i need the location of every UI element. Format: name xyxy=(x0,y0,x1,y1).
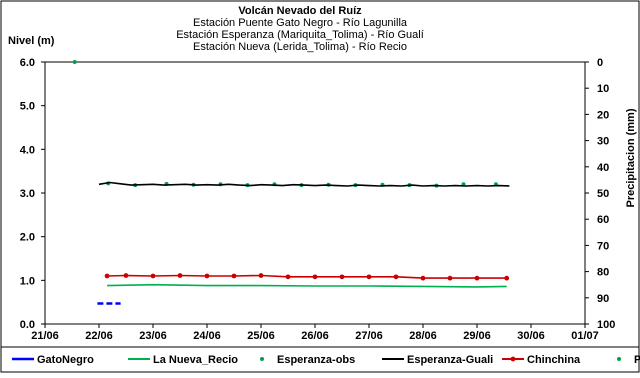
y2-tick-label: 0 xyxy=(597,57,603,69)
y2-axis-label: Precipitacion (mm) xyxy=(625,108,637,207)
x-tick-label: 01/07 xyxy=(571,330,599,342)
series-point-chinchina xyxy=(393,274,399,280)
x-tick-label: 28/06 xyxy=(409,330,437,342)
series-point-chinchina xyxy=(104,273,110,279)
y2-tick-label: 90 xyxy=(597,293,609,305)
series-point-chinchina xyxy=(231,273,237,279)
x-tick-label: 22/06 xyxy=(85,330,113,342)
chart-title-line-4: Estación Nueva (Lerida_Tolima) - Río Rec… xyxy=(193,41,407,53)
x-tick-label: 27/06 xyxy=(355,330,383,342)
y2-tick-label: 70 xyxy=(597,240,609,252)
y2-tick-label: 40 xyxy=(597,162,609,174)
y-tick-label: 0.0 xyxy=(20,319,35,331)
series-layer xyxy=(72,60,510,305)
chart-title: Volcán Nevado del Ruíz Estación Puente G… xyxy=(176,5,424,53)
series-point-chinchina xyxy=(150,273,156,279)
x-tick-label: 29/06 xyxy=(463,330,491,342)
x-tick-label: 25/06 xyxy=(247,330,275,342)
chart-title-line-3: Estación Esperanza (Mariquita_Tolima) - … xyxy=(176,29,424,41)
series-point-chinchina xyxy=(285,274,291,280)
legend-label-esperanza-obs: Esperanza-obs xyxy=(277,354,355,366)
y-tick-label: 6.0 xyxy=(20,57,35,69)
y2-axis-ticks: 0 10 20 30 40 50 60 70 80 90 100 xyxy=(585,57,615,331)
y-tick-label: 5.0 xyxy=(20,101,35,113)
series-line-la-nueva-recio xyxy=(107,283,507,288)
y2-tick-label: 60 xyxy=(597,214,609,226)
y2-tick-label: 50 xyxy=(597,188,609,200)
series-point-chinchina xyxy=(474,275,480,281)
y2-tick-label: 10 xyxy=(597,83,609,95)
y-tick-label: 1.0 xyxy=(20,275,35,287)
legend-label-p: P xyxy=(634,354,640,366)
x-tick-label: 21/06 xyxy=(31,330,59,342)
y2-tick-label: 100 xyxy=(597,319,615,331)
series-line-esperanza-guali xyxy=(98,181,510,187)
series-line-chinchina xyxy=(107,274,507,279)
series-point-chinchina xyxy=(177,273,183,278)
y2-tick-label: 80 xyxy=(597,267,609,279)
y-axis-ticks: 0.0 1.0 2.0 3.0 4.0 5.0 6.0 xyxy=(20,57,45,331)
y2-tick-label: 20 xyxy=(597,109,609,121)
legend-label-esperanza-guali: Esperanza-Guali xyxy=(407,354,493,366)
series-point-chinchina xyxy=(339,274,345,280)
legend-swatch-p xyxy=(617,357,621,361)
chart-title-line-2: Estación Puente Gato Negro - Río Lagunil… xyxy=(193,17,408,29)
series-point-chinchina xyxy=(420,275,426,281)
x-tick-label: 26/06 xyxy=(301,330,329,342)
series-point-p xyxy=(72,60,77,64)
x-tick-label: 23/06 xyxy=(139,330,167,342)
x-tick-label: 24/06 xyxy=(193,330,221,342)
x-tick-label: 30/06 xyxy=(517,330,545,342)
legend-label-la-nueva-recio: La Nueva_Recio xyxy=(153,354,238,366)
series-point-chinchina xyxy=(312,274,318,280)
legend-label-chinchina: Chinchina xyxy=(527,354,581,366)
series-point-chinchina xyxy=(366,274,372,280)
y-tick-label: 3.0 xyxy=(20,188,35,200)
series-point-chinchina xyxy=(447,275,453,281)
plot-area xyxy=(44,61,586,325)
series-point-chinchina xyxy=(123,273,129,278)
y-tick-label: 2.0 xyxy=(20,232,35,244)
legend-label-gatonegro: GatoNegro xyxy=(37,354,94,366)
series-point-chinchina xyxy=(504,275,510,281)
legend-swatch-marker-chinchina xyxy=(510,356,516,362)
chart-legend: GatoNegro La Nueva_Recio Esperanza-obs Espe… xyxy=(12,354,640,366)
series-point-chinchina xyxy=(204,273,210,279)
series-point-chinchina xyxy=(258,273,264,278)
y2-tick-label: 30 xyxy=(597,136,609,148)
y-tick-label: 4.0 xyxy=(20,144,35,156)
x-axis-ticks: 21/06 22/06 23/06 24/06 25/06 26/06 27/06 28/06… xyxy=(31,324,599,342)
chart-title-line-1: Volcán Nevado del Ruíz xyxy=(238,5,362,17)
legend-swatch-esperanza-obs xyxy=(260,357,264,361)
y-axis-label: Nivel (m) xyxy=(8,35,55,47)
